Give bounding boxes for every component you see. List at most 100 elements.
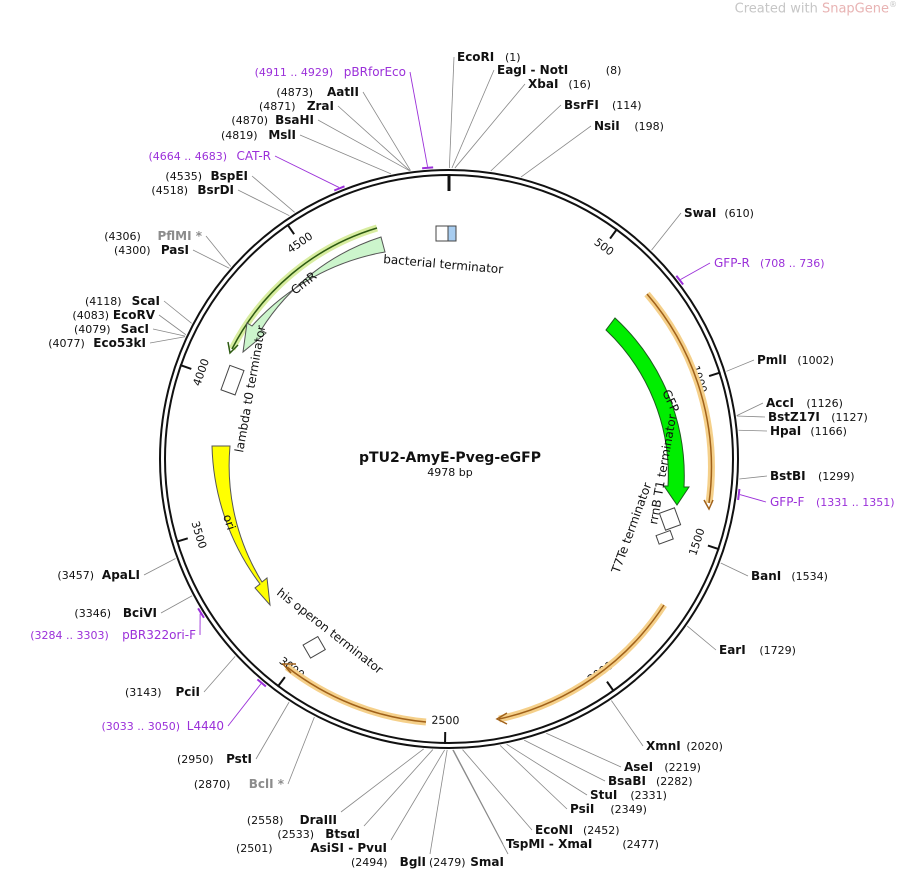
enzyme-name[interactable]: EagI - NotI [497, 63, 568, 77]
enzyme-position: (4870) [231, 114, 268, 127]
enzyme-position: (2020) [686, 740, 723, 753]
enzyme-name[interactable]: EarI [719, 643, 746, 657]
enzyme-name[interactable]: PciI [176, 685, 201, 699]
tick-label: 2500 [431, 714, 459, 727]
enzyme-name[interactable]: ZraI [307, 99, 334, 113]
cmr-arrow[interactable] [242, 236, 386, 354]
enzyme-position: (4518) [151, 184, 188, 197]
primer-line [227, 683, 262, 727]
enzyme-line [490, 104, 562, 172]
enzyme-line [163, 300, 192, 324]
enzyme-name[interactable]: AccI [766, 396, 794, 410]
primer-site [333, 185, 345, 192]
tick-mark [179, 363, 192, 370]
enzyme-name[interactable]: SmaI [470, 855, 504, 869]
enzyme-name[interactable]: PflMI * [157, 229, 202, 243]
enzyme-line [192, 249, 230, 269]
enzyme-line [452, 749, 509, 855]
enzyme-position: (3143) [125, 686, 162, 699]
enzyme-name[interactable]: XmnI [646, 739, 681, 753]
enzyme-line [611, 700, 644, 747]
enzyme-name[interactable]: BspEI [210, 169, 248, 183]
enzyme-name[interactable]: BstBI [770, 469, 806, 483]
primer-name[interactable]: pBRforEco [344, 65, 406, 79]
enzyme-name[interactable]: SwaI [684, 206, 716, 220]
enzyme-line [203, 656, 236, 693]
tick-label: 3500 [188, 520, 209, 551]
bacterial-terminator-promoter [447, 225, 457, 242]
enzyme-name[interactable]: AseI [624, 760, 653, 774]
enzyme-line [687, 625, 717, 651]
enzyme-name[interactable]: AatII [327, 85, 359, 99]
primer-name[interactable]: pBR322ori-F [122, 628, 196, 642]
enzyme-name[interactable]: BclI * [249, 777, 285, 791]
enzyme-line [520, 125, 592, 178]
enzyme-position: (2331) [630, 789, 667, 802]
primer-name[interactable]: GFP-R [714, 256, 750, 270]
enzyme-name[interactable]: SacI [121, 322, 149, 336]
enzyme-position: (1166) [810, 425, 847, 438]
enzyme-name[interactable]: BsrDI [197, 183, 234, 197]
enzyme-labels: EcoRI (1)EagI - NotI (8) XbaI (16) BsrFI (114)… [48, 50, 868, 869]
enzyme-name[interactable]: XbaI [528, 77, 558, 91]
enzyme-name[interactable]: ScaI [132, 294, 160, 308]
primer-name[interactable]: L4440 [187, 719, 224, 733]
orf-arc-bottom-right-line [498, 604, 665, 720]
primer-range: (708 .. 736) [760, 257, 825, 270]
primer-name[interactable]: GFP-F [770, 495, 805, 509]
enzyme-name[interactable]: StuI [590, 788, 617, 802]
enzyme-line [317, 119, 410, 172]
primer-site [422, 166, 434, 170]
enzyme-name[interactable]: MslI [268, 128, 296, 142]
enzyme-position: (2477) [622, 838, 659, 851]
bacterial-terminator-box [435, 225, 449, 242]
primer-line [739, 494, 767, 503]
enzyme-name[interactable]: PstI [226, 752, 252, 766]
enzyme-line [255, 701, 290, 760]
enzyme-name[interactable]: BglI [400, 855, 426, 869]
enzyme-name[interactable]: BanI [751, 569, 781, 583]
enzyme-name[interactable]: NsiI [594, 119, 620, 133]
t7te-terminator-box[interactable] [655, 529, 674, 545]
rrnb-terminator-box[interactable] [658, 507, 682, 531]
enzyme-position: (1534) [791, 570, 828, 583]
enzyme-name[interactable]: ApaLI [102, 568, 140, 582]
primer-name[interactable]: CAT-R [236, 149, 271, 163]
enzyme-name[interactable]: BciVI [123, 606, 157, 620]
enzyme-name[interactable]: BsaHI [275, 113, 314, 127]
enzyme-line [738, 429, 768, 432]
enzyme-name[interactable]: TspMI - XmaI [506, 837, 592, 851]
gfp-arrow[interactable] [605, 317, 690, 506]
enzyme-name[interactable]: DraIII [300, 813, 337, 827]
enzyme-name[interactable]: EcoRV [113, 308, 156, 322]
enzyme-name[interactable]: PsiI [570, 802, 594, 816]
orf-arc-bottom-right [498, 603, 667, 723]
enzyme-name[interactable]: AsiSI - PvuI [310, 841, 387, 855]
t7te-terminator-label: T7Te terminator [608, 481, 654, 576]
enzyme-name[interactable]: HpaI [770, 424, 801, 438]
primer-site [737, 488, 741, 501]
enzyme-name[interactable]: BsrFI [564, 98, 599, 112]
enzyme-line [390, 749, 445, 841]
enzyme-position: (2282) [656, 775, 693, 788]
enzyme-name[interactable]: BsaBI [608, 774, 646, 788]
backbone-inner [164, 174, 734, 744]
enzyme-name[interactable]: PmlI [757, 353, 787, 367]
enzyme-name[interactable]: BstZ17I [768, 410, 820, 424]
enzyme-position: (4306) [104, 230, 141, 243]
bacterial-terminator[interactable] [435, 225, 457, 242]
enzyme-name[interactable]: Eco53kI [93, 336, 146, 350]
enzyme-name[interactable]: EcoNI [535, 823, 573, 837]
bacterial-terminator-label: bacterial terminator [383, 252, 504, 276]
watermark-brand: SnapGene [821, 1, 889, 17]
enzyme-name[interactable]: BtsαI [325, 827, 360, 841]
ori-arrow[interactable] [211, 445, 271, 607]
enzyme-line [160, 595, 193, 614]
lambda-terminator-box[interactable] [220, 364, 245, 396]
enzyme-name[interactable]: PasI [161, 243, 189, 257]
enzyme-name[interactable]: EcoRI [457, 50, 494, 64]
enzyme-position: (4079) [74, 323, 111, 336]
his-terminator-box[interactable] [302, 635, 326, 659]
orf-arc-bottom [284, 664, 427, 726]
